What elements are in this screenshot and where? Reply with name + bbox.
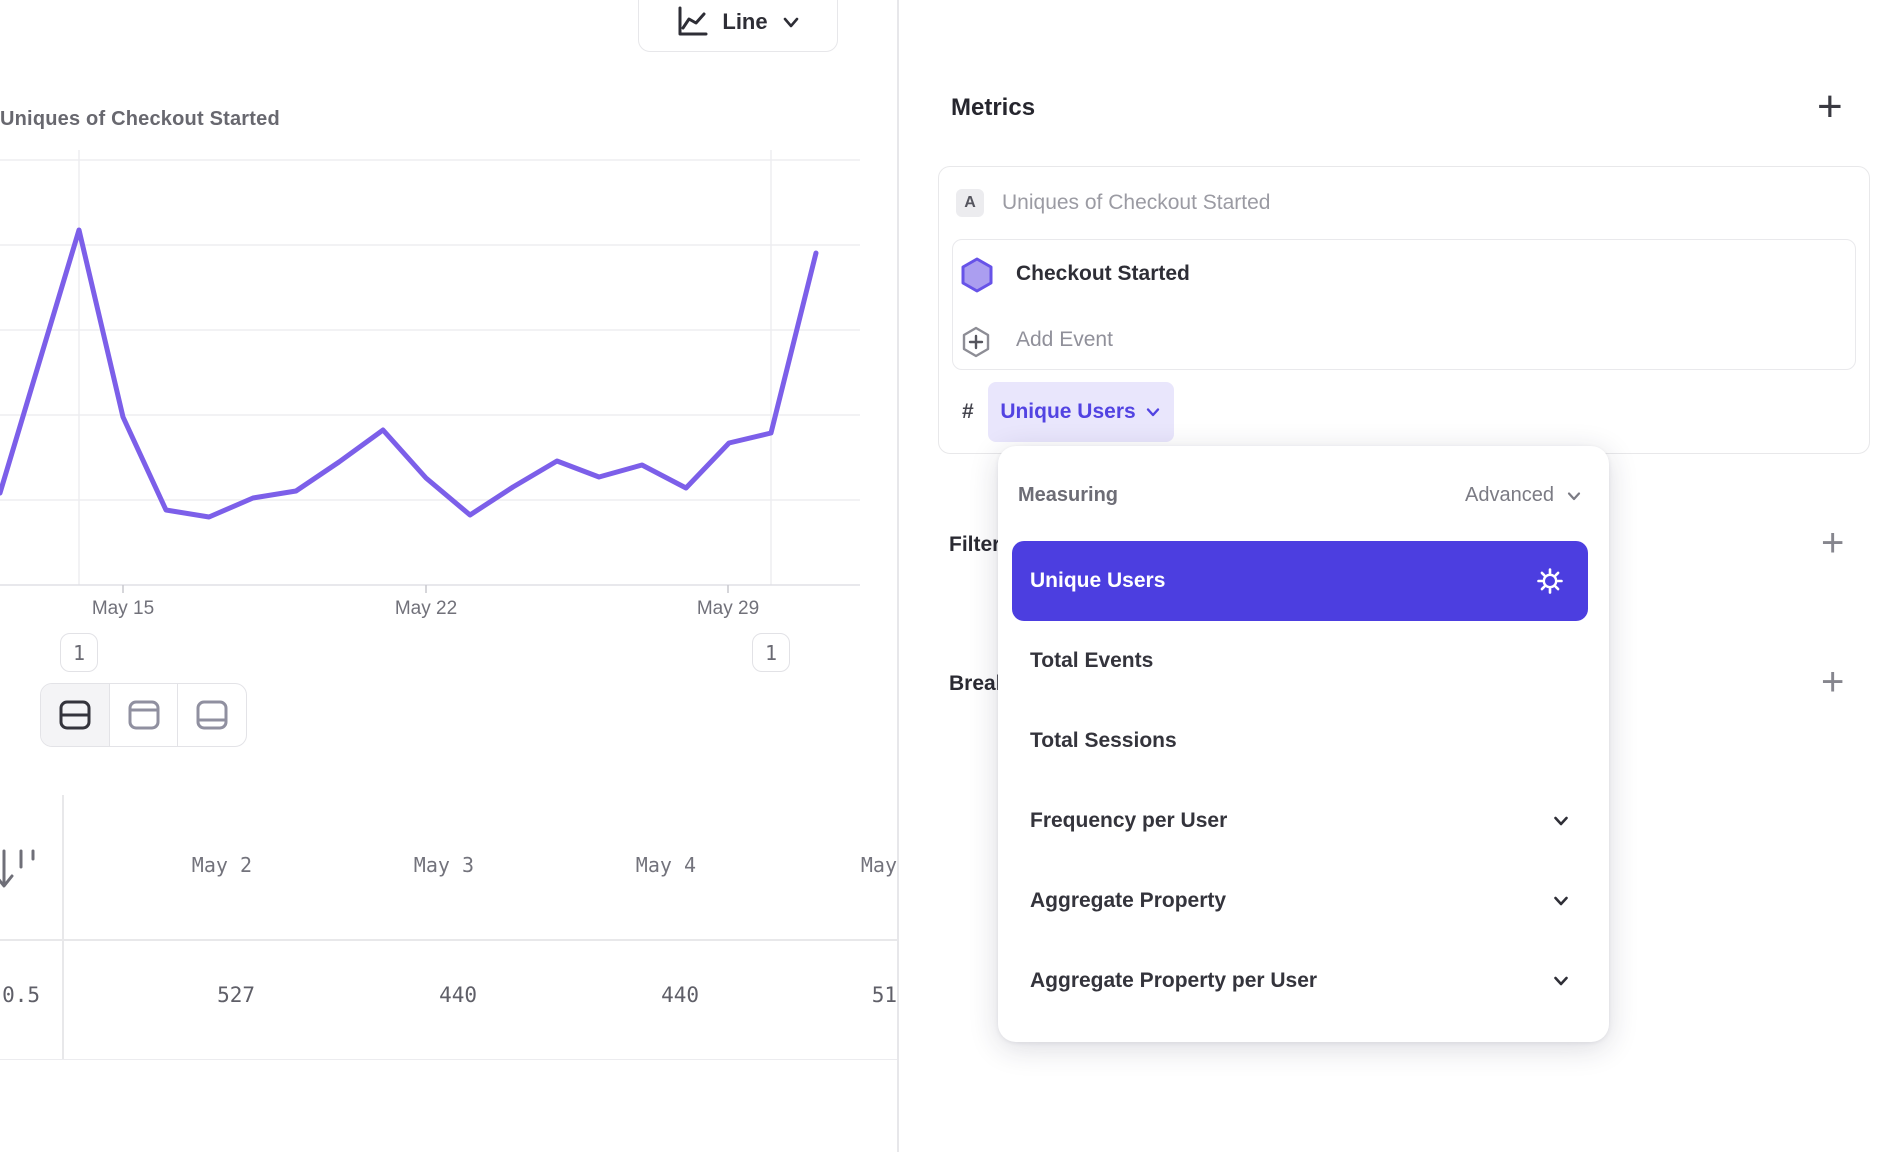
measuring-dropdown: Measuring Advanced Unique Users Total Eve…	[998, 446, 1609, 1042]
annotation-count-badge[interactable]: 1	[60, 633, 98, 672]
table-value-cell: 440	[439, 983, 477, 1007]
measuring-option-total-sessions[interactable]: Total Sessions	[1012, 701, 1588, 781]
aggregation-chip[interactable]: Unique Users	[988, 382, 1174, 442]
advanced-mode-label: Advanced	[1465, 484, 1554, 506]
measuring-option-label: Total Events	[1030, 649, 1154, 672]
table-value-cell: 51	[871, 983, 897, 1007]
series-line	[0, 227, 819, 520]
split-view-icon	[59, 700, 91, 730]
add-breakdown-button[interactable]: +	[1821, 660, 1845, 704]
measuring-option-unique-users[interactable]: Unique Users	[1012, 541, 1588, 621]
event-hexagon-icon	[961, 257, 993, 293]
layout-table-only-button[interactable]	[178, 684, 246, 746]
measuring-option-aggregate-property-per-user[interactable]: Aggregate Property per User	[1012, 941, 1588, 1021]
event-name[interactable]: Checkout Started	[1016, 262, 1190, 285]
measuring-option-label: Frequency per User	[1030, 809, 1228, 832]
table-header-border	[0, 939, 898, 941]
add-event-label[interactable]: Add Event	[1016, 328, 1113, 351]
table-header-cell[interactable]: May 2	[191, 853, 252, 877]
chevron-down-icon	[783, 17, 798, 28]
metrics-panel-title: Metrics	[951, 94, 1036, 121]
table-header-cell[interactable]: May	[860, 853, 897, 877]
chevron-down-icon	[1146, 408, 1159, 417]
chevron-down-icon	[1554, 976, 1568, 986]
aggregation-chip-label: Unique Users	[1000, 400, 1136, 423]
x-axis-label: May 22	[394, 598, 458, 619]
chart-type-button[interactable]: Line	[638, 0, 838, 52]
table-column-border	[62, 795, 64, 1059]
x-axis-label: May 29	[696, 598, 760, 619]
chevron-down-icon	[1554, 896, 1568, 906]
sort-descending-icon[interactable]	[0, 843, 46, 897]
chart-type-label: Line	[722, 9, 768, 34]
gear-icon[interactable]	[1536, 567, 1564, 595]
measuring-option-total-events[interactable]: Total Events	[1012, 621, 1588, 701]
table-header-cell[interactable]: May 3	[413, 853, 474, 877]
table-row-border	[0, 1059, 898, 1060]
event-box	[952, 239, 1856, 370]
aggregation-symbol: #	[962, 400, 974, 423]
filters-section-label: Filters	[949, 533, 1013, 556]
layout-chart-only-button[interactable]	[110, 684, 179, 746]
measuring-option-aggregate-property[interactable]: Aggregate Property	[1012, 861, 1588, 941]
measuring-label: Measuring	[1018, 484, 1119, 506]
table-only-icon	[196, 700, 228, 730]
chart-only-icon	[128, 700, 159, 730]
line-chart	[0, 150, 860, 593]
chart-title: Uniques of Checkout Started	[0, 108, 280, 130]
results-table: 0.5 May 2 May 3 May 4 May 527 440 440 51	[0, 795, 898, 1060]
metric-name: Uniques of Checkout Started	[1002, 191, 1271, 214]
table-header-cell[interactable]: May 4	[635, 853, 696, 877]
series-letter-badge: A	[956, 189, 984, 217]
annotation-count-badge[interactable]: 1	[752, 633, 790, 672]
measuring-option-frequency-per-user[interactable]: Frequency per User	[1012, 781, 1588, 861]
layout-toggle-group	[40, 683, 247, 747]
line-chart-icon	[678, 6, 708, 36]
table-value-cell: 440	[661, 983, 699, 1007]
advanced-mode-toggle[interactable]: Advanced	[1465, 484, 1584, 507]
chevron-down-icon	[1567, 491, 1581, 500]
measuring-option-label: Total Sessions	[1030, 729, 1177, 752]
add-event-icon[interactable]	[961, 326, 991, 358]
measuring-option-label: Unique Users	[1030, 569, 1166, 592]
layout-split-view-button[interactable]	[41, 684, 110, 746]
table-value-cell: 527	[217, 983, 255, 1007]
panel-divider	[897, 0, 899, 1152]
add-metric-button[interactable]: +	[1817, 82, 1843, 131]
x-axis-label: May 15	[91, 598, 155, 619]
add-filter-button[interactable]: +	[1821, 521, 1845, 565]
measuring-options-list: Unique Users Total Events Total Sessions Fr…	[1012, 541, 1588, 1021]
chevron-down-icon	[1554, 816, 1568, 826]
measuring-option-label: Aggregate Property per User	[1030, 969, 1318, 992]
table-row-label-fragment: 0.5	[2, 983, 40, 1007]
measuring-option-label: Aggregate Property	[1030, 889, 1227, 912]
